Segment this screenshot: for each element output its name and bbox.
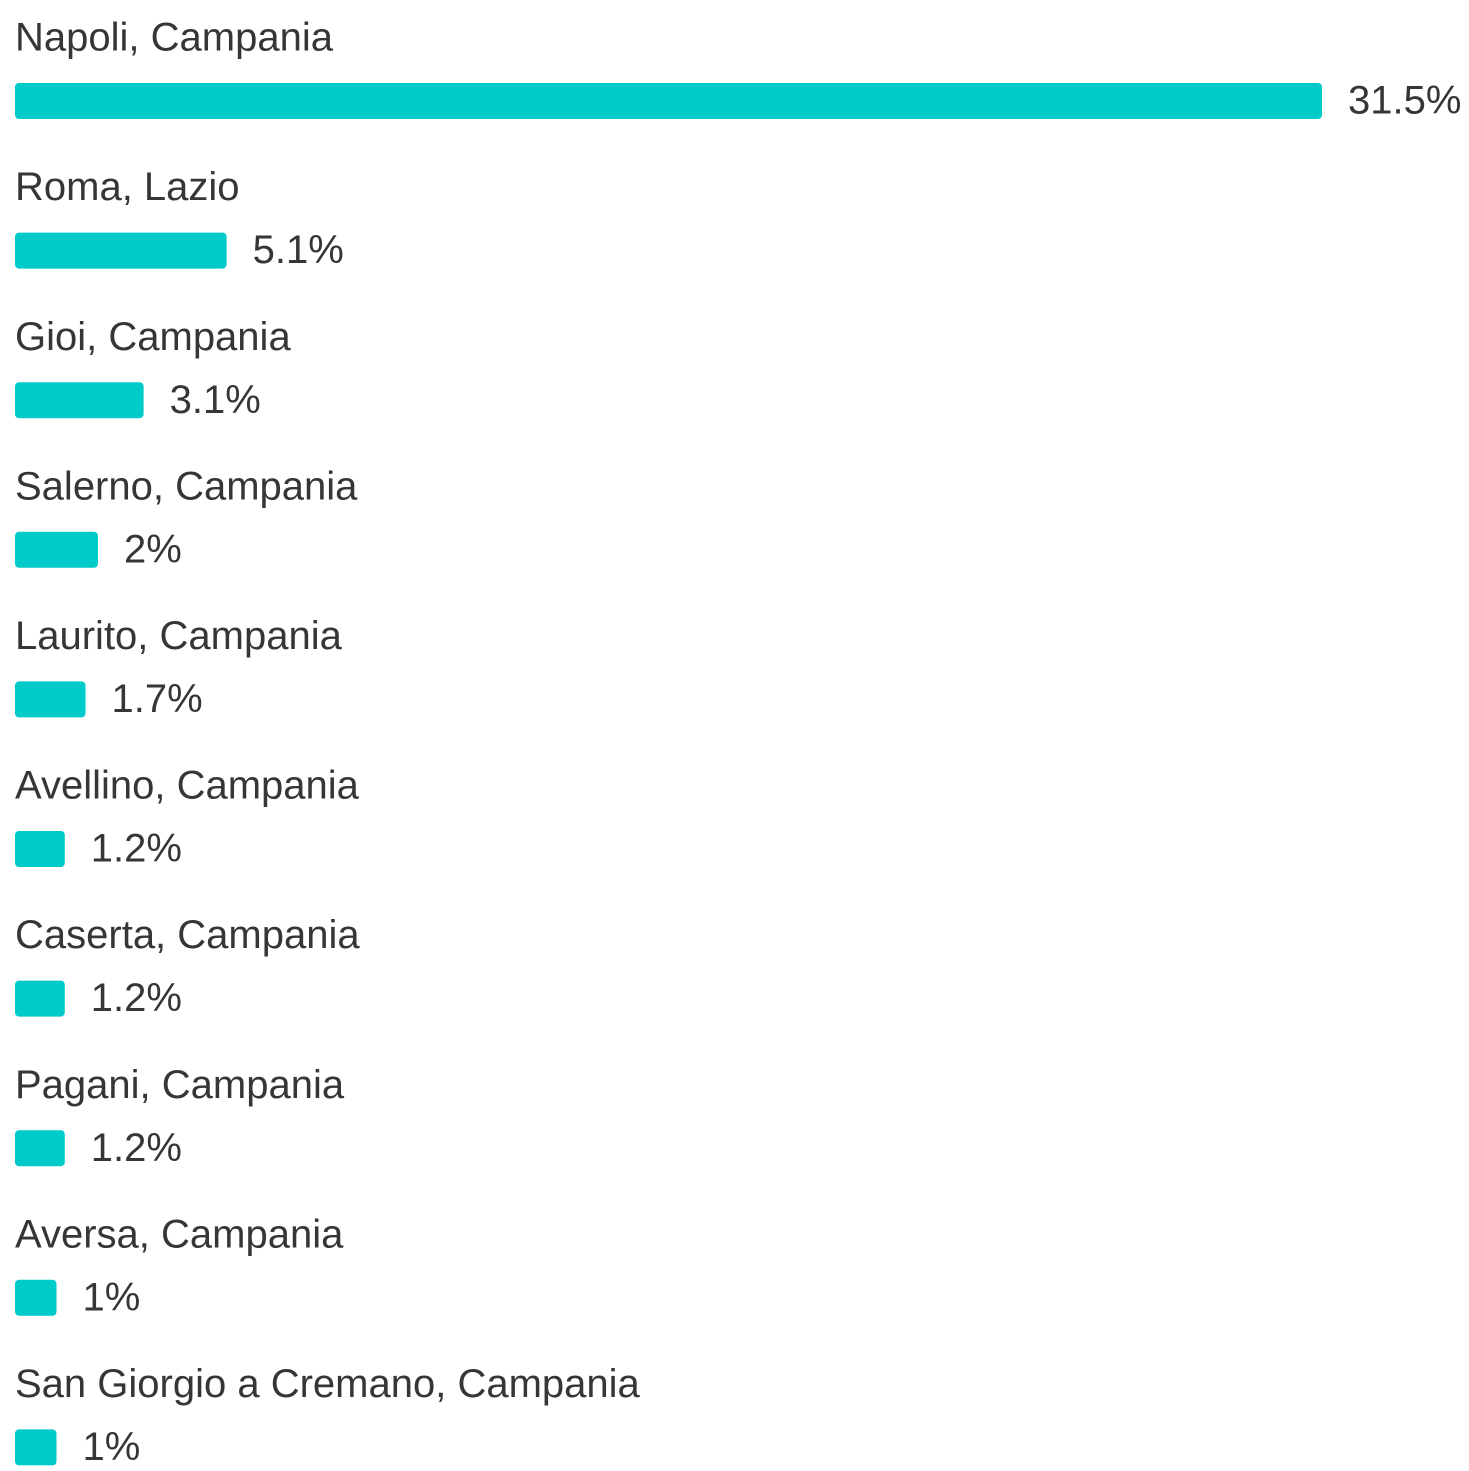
value-label: 1% bbox=[82, 1275, 140, 1319]
bar bbox=[15, 1279, 57, 1316]
value-label: 1% bbox=[82, 1425, 140, 1469]
value-label: 2% bbox=[124, 527, 182, 571]
value-label: 31.5% bbox=[1348, 79, 1461, 123]
bar bbox=[15, 83, 1322, 119]
category-label: Avellino, Campania bbox=[15, 764, 360, 808]
bar bbox=[15, 531, 98, 568]
value-label: 5.1% bbox=[253, 228, 344, 272]
value-label: 1.2% bbox=[91, 1126, 182, 1170]
category-label: Laurito, Campania bbox=[15, 614, 343, 658]
bar bbox=[15, 1130, 65, 1167]
category-label: Salerno, Campania bbox=[15, 464, 358, 508]
category-label: Pagani, Campania bbox=[15, 1063, 345, 1107]
category-label: San Giorgio a Cremano, Campania bbox=[15, 1362, 641, 1406]
bar bbox=[15, 980, 65, 1017]
category-label: Gioi, Campania bbox=[15, 315, 291, 359]
value-label: 1.2% bbox=[91, 827, 182, 871]
bar bbox=[15, 232, 227, 269]
bar bbox=[15, 382, 144, 419]
category-label: Caserta, Campania bbox=[15, 913, 360, 957]
value-label: 3.1% bbox=[170, 378, 261, 422]
category-label: Roma, Lazio bbox=[15, 165, 240, 209]
bar bbox=[15, 1429, 57, 1466]
bar bbox=[15, 681, 86, 718]
category-label: Napoli, Campania bbox=[15, 16, 334, 60]
value-label: 1.7% bbox=[112, 677, 203, 721]
bar bbox=[15, 831, 65, 867]
value-label: 1.2% bbox=[91, 976, 182, 1020]
category-label: Aversa, Campania bbox=[15, 1212, 344, 1256]
